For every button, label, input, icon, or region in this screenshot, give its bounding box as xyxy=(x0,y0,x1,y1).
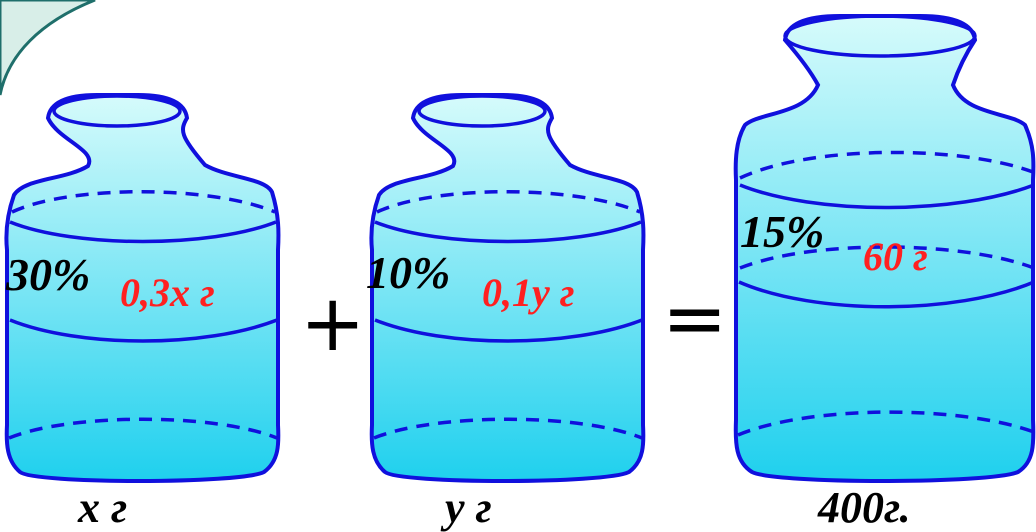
corner-tab xyxy=(0,0,96,96)
vessel-3-mass: 400г. xyxy=(818,483,911,532)
equals-sign: = xyxy=(662,274,728,364)
jar-vessel-icon xyxy=(4,93,281,483)
plus-sign: + xyxy=(300,279,366,369)
vessel-2-amount: 0,1y г xyxy=(482,270,575,315)
vessel-3-amount: 60 г xyxy=(863,234,928,279)
vessel-1-mass: x г xyxy=(78,483,128,532)
vessel-2 xyxy=(369,93,646,483)
vessel-1 xyxy=(4,93,281,483)
vessel-3 xyxy=(733,14,1036,483)
vessel-3-percent: 15% xyxy=(740,206,825,257)
vessel-2-mass: y г xyxy=(445,483,492,532)
vessel-1-amount: 0,3x г xyxy=(120,270,215,315)
jar-vessel-icon xyxy=(369,93,646,483)
vessel-1-percent: 30% xyxy=(6,249,91,300)
vessel-2-percent: 10% xyxy=(366,247,451,298)
